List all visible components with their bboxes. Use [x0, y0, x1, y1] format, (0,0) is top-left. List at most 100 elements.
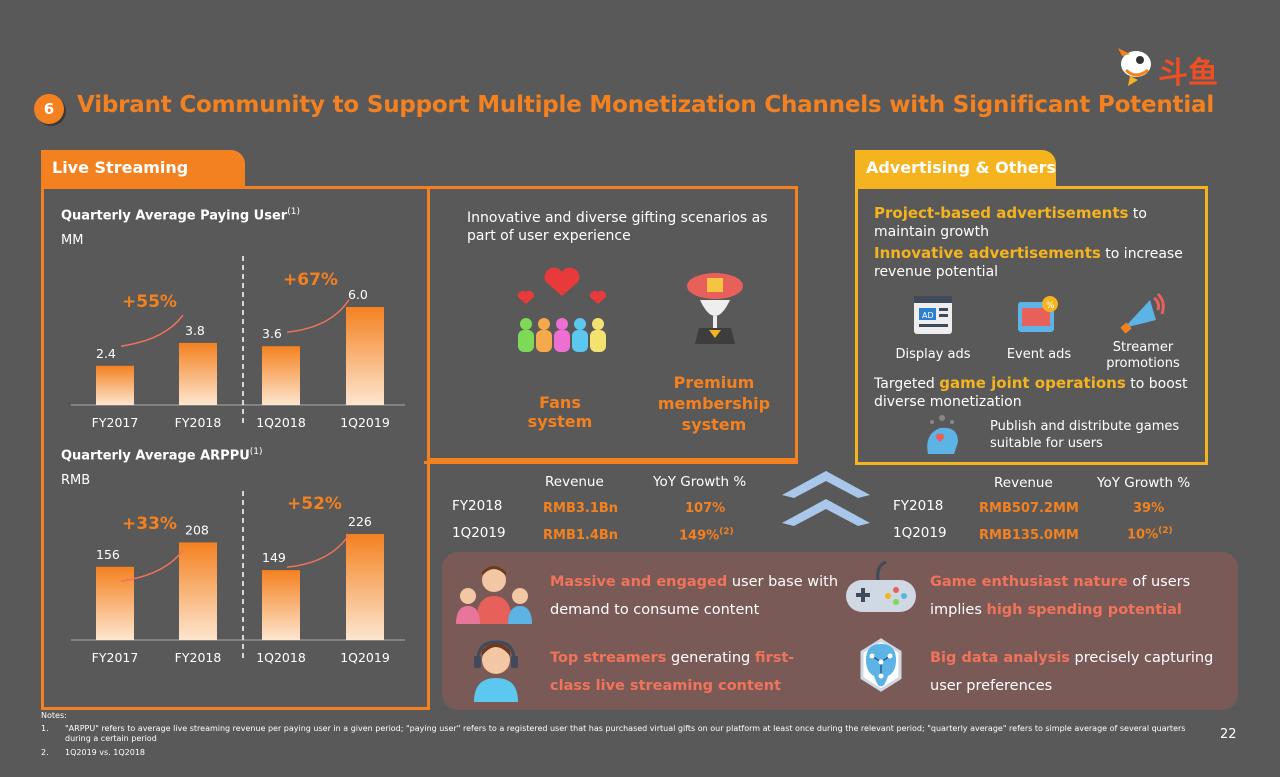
chart1-growth-arrow-left	[120, 314, 184, 347]
chart2-value-label-2: 149	[262, 550, 286, 565]
bullet-2: Game enthusiast nature of users implies …	[930, 568, 1230, 624]
chart1-value-label-3: 6.0	[348, 287, 368, 302]
bullet-4-text: precisely capturing user preferences	[930, 650, 1214, 694]
chart1-value-label-0: 2.4	[96, 346, 116, 361]
chart2-svg: 156 FY2017 208 FY2018 149 1Q2018 226 1Q2019	[71, 491, 405, 665]
chart1-category-label-2: 1Q2018	[256, 415, 306, 430]
chart1-growth-right: +67%	[283, 270, 338, 290]
chart1-bar-2	[262, 346, 300, 405]
adv-p3-rest: to boost diverse monetization	[874, 376, 1188, 410]
adv-table-row2-footnote-ref: (2)	[1158, 526, 1173, 536]
chart2-unit: RMB	[61, 473, 91, 488]
bullet-2-highlight-2: high spending potential	[986, 602, 1182, 618]
chart1-value-label-1: 3.8	[185, 323, 205, 338]
note-2: 1Q2019 vs. 1Q2018	[65, 748, 146, 757]
note-2-number: 2.	[41, 748, 49, 757]
live-streaming-tab: Live Streaming	[41, 150, 245, 186]
adv-table-header-revenue: Revenue	[994, 475, 1053, 491]
highlights-panel	[442, 552, 1238, 710]
chart1-growth-arrow-right	[286, 299, 350, 333]
chart2-bar-0	[96, 566, 134, 640]
advertising-tab: Advertising & Others	[855, 150, 1056, 186]
bullet-4: Big data analysis precisely capturing us…	[930, 644, 1235, 700]
adv-p3-bold: game joint operations	[939, 374, 1126, 392]
divider	[427, 458, 430, 707]
divider	[427, 458, 798, 461]
premium-membership-icon	[687, 273, 743, 344]
page-title: Vibrant Community to Support Multiple Mo…	[77, 92, 1215, 118]
chart2-category-label-1: FY2018	[175, 650, 222, 665]
chart1-bar-1	[179, 342, 217, 405]
fish-mascot-icon	[1118, 48, 1151, 86]
display-ads-icon: AD	[914, 296, 952, 334]
live-table-row2-label: 1Q2019	[452, 525, 506, 541]
live-table-row1-label: FY2018	[452, 498, 503, 514]
chart2-title: Quarterly Average ARPPU(1)	[61, 447, 263, 463]
adv-p1-bold: Project-based advertisements	[874, 204, 1129, 222]
live-table-row1-revenue: RMB3.1Bn	[543, 501, 619, 516]
adv-table-row1-revenue: RMB507.2MM	[979, 501, 1079, 516]
chart1-bar-3	[346, 307, 384, 405]
chart2-value-label-1: 208	[185, 522, 209, 537]
live-streaming-gifting-box	[424, 186, 798, 464]
bullet-2-text: of users implies	[930, 574, 1191, 618]
chart1-title: Quarterly Average Paying User(1)	[61, 207, 300, 223]
chart1-unit: MM	[61, 233, 84, 248]
adv-p1-rest: to maintain growth	[874, 206, 1147, 240]
brain-network-icon	[860, 638, 902, 692]
chart2-bar-2	[262, 570, 300, 640]
live-table-row2-growth-value: 149%	[679, 528, 720, 544]
chart2-category-label-0: FY2017	[92, 650, 139, 665]
chart2-category-label-3: 1Q2019	[340, 650, 390, 665]
user-profile-icon	[927, 415, 958, 454]
chart2-growth-left: +33%	[122, 514, 177, 534]
bullet-3-highlight: Top streamers	[550, 650, 667, 666]
logo-text: 斗鱼	[1158, 56, 1218, 91]
adv-p2-bold: Innovative advertisements	[874, 244, 1101, 262]
chart2-value-label-3: 226	[348, 514, 372, 529]
adv-table-row2-revenue: RMB135.0MM	[979, 528, 1079, 543]
streamer-headset-icon	[474, 640, 518, 702]
adv-table-row1-growth: 39%	[1133, 501, 1165, 516]
chart1-category-label-3: 1Q2019	[340, 415, 390, 430]
adv-table-row2-growth: 10%(2)	[1127, 526, 1173, 542]
live-streaming-chart-box	[41, 186, 430, 710]
chart2-growth-arrow-left	[120, 549, 184, 582]
chart1-category-label-1: FY2018	[175, 415, 222, 430]
chart2-growth-arrow-right	[286, 534, 350, 568]
chart2-bar-1	[179, 542, 217, 640]
adv-p3-pre: Targeted	[874, 376, 940, 392]
chart1-growth-left: +55%	[122, 292, 177, 312]
live-table-row2-growth: 149%(2)	[679, 527, 734, 543]
advertising-box	[855, 186, 1208, 465]
chart1-svg: 2.4 FY2017 3.8 FY2018 3.6 1Q2018 6.0 1Q2019	[71, 256, 405, 430]
chart2-footnote-ref: (1)	[249, 447, 263, 457]
bullet-4-highlight: Big data analysis	[930, 650, 1070, 666]
gifting-text: Innovative and diverse gifting scenarios…	[467, 210, 768, 244]
chevron-up-icon	[782, 471, 870, 526]
publish-games-text: Publish and distribute games suitable fo…	[990, 419, 1180, 451]
adv-paragraph-2: Innovative advertisements to increase re…	[874, 244, 1194, 281]
streamer-promotions-icon	[1120, 292, 1165, 334]
adv-paragraph-3: Targeted game joint operations to boost …	[874, 374, 1204, 411]
chart2-growth-right: +52%	[287, 494, 342, 514]
bullet-1: Massive and engaged user base with deman…	[550, 568, 840, 624]
chart1-title-text: Quarterly Average Paying User	[61, 208, 288, 224]
user-group-icon	[456, 566, 532, 624]
page-number: 22	[1220, 727, 1237, 742]
chart1-value-label-2: 3.6	[262, 326, 282, 341]
event-ads-icon: %	[1018, 296, 1058, 332]
live-table-header-revenue: Revenue	[545, 474, 604, 490]
streamer-promotions-label: Streamer promotions	[1106, 340, 1180, 371]
chart1-footnote-ref: (1)	[287, 207, 300, 217]
chart2-value-label-0: 156	[96, 547, 120, 562]
live-table-row2-revenue: RMB1.4Bn	[543, 528, 619, 543]
adv-table-header-growth: YoY Growth %	[1097, 475, 1191, 491]
premium-membership-label: Premium membership system	[657, 373, 771, 434]
chart1-category-label-0: FY2017	[92, 415, 139, 430]
live-table-header-growth: YoY Growth %	[653, 474, 747, 490]
adv-table-row2-growth-value: 10%	[1127, 527, 1159, 543]
adv-table-row2-label: 1Q2019	[893, 525, 947, 541]
event-ads-label: Event ads	[1006, 347, 1072, 362]
douyu-logo: 斗鱼	[1116, 46, 1241, 91]
